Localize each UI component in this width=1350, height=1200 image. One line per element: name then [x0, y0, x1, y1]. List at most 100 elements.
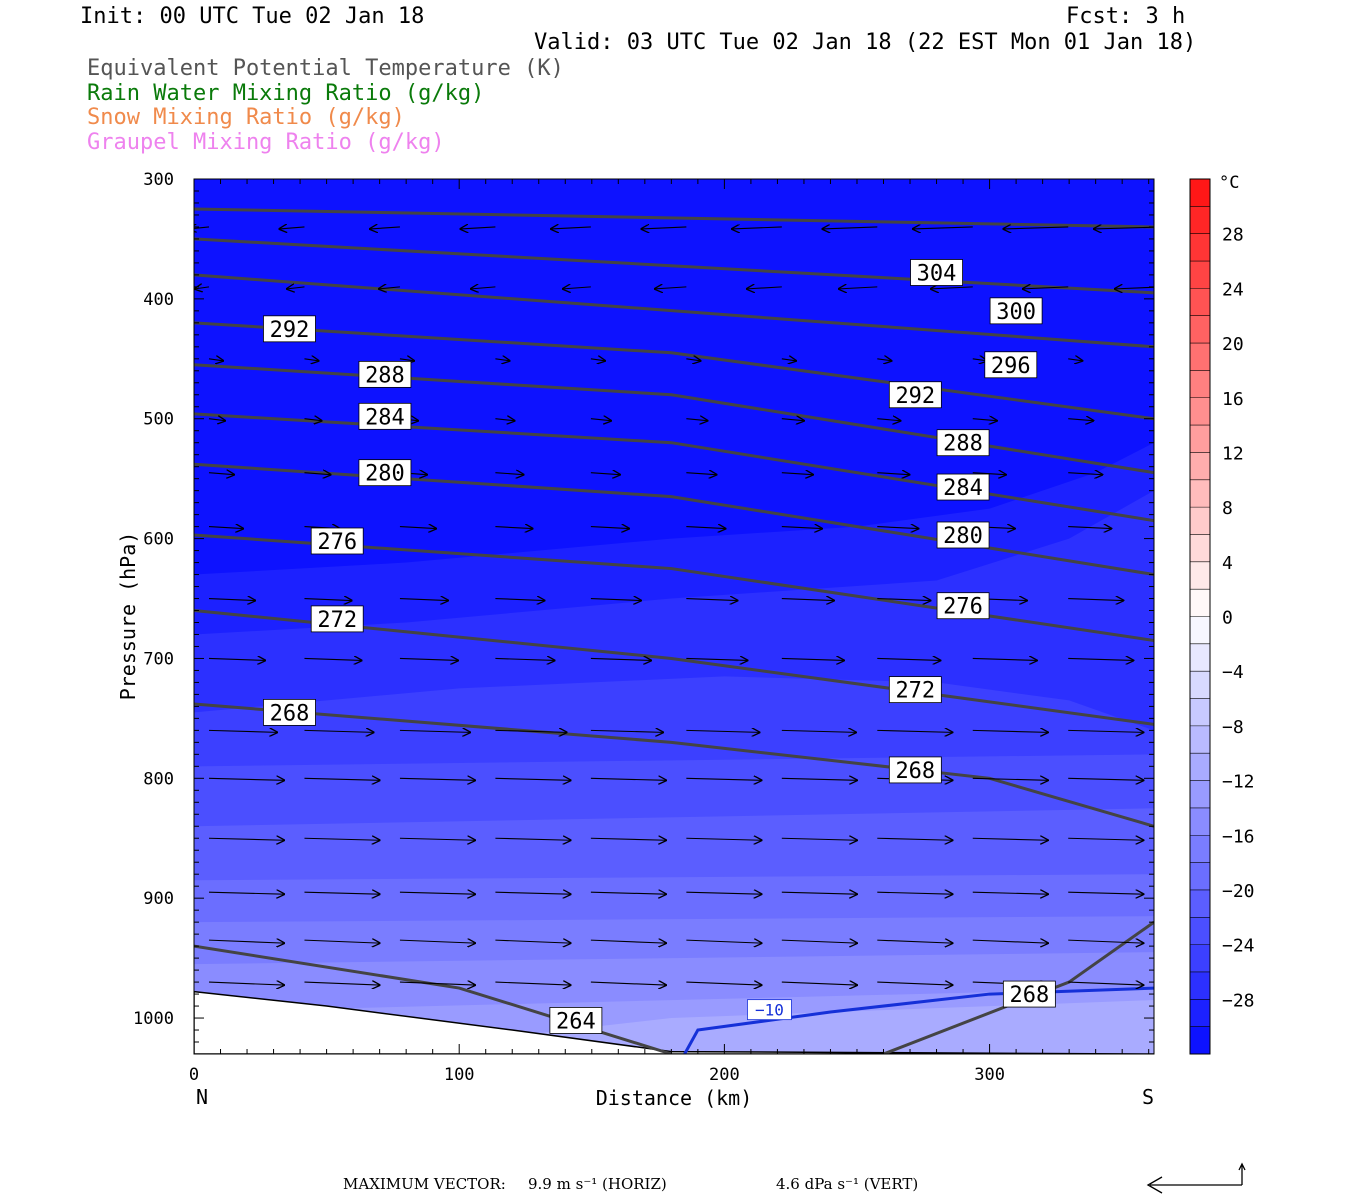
y-tick-label: 1000 — [133, 1009, 174, 1029]
wind-vector — [399, 527, 436, 529]
wind-vector — [781, 419, 804, 421]
colorbar-segment — [1190, 507, 1210, 535]
contour-labels: 304 300 296 292 292 288 288 284 284 280 280 276 276 2… — [263, 259, 1056, 1034]
wind-vector — [1068, 892, 1143, 894]
theta-e-line — [194, 321, 1154, 421]
wind-vector — [208, 730, 277, 732]
colorbar-segment — [1190, 233, 1210, 262]
wind-vector — [370, 227, 400, 229]
wind-vector — [590, 419, 611, 421]
colorbar-segment — [1190, 206, 1210, 235]
wind-vector — [495, 778, 570, 780]
theta-e-label-box — [936, 521, 990, 549]
theta-e-label: 276 — [943, 595, 983, 620]
wind-vector — [590, 473, 620, 475]
wind-vector — [931, 287, 973, 289]
colorbar-segment — [1190, 616, 1210, 645]
colorbar-segment — [1190, 971, 1210, 1000]
theta-e-label: 304 — [917, 261, 957, 286]
y-tick-label: 700 — [143, 649, 174, 669]
colorbar-segment — [1190, 452, 1210, 481]
wind-vector — [686, 359, 700, 361]
wind-vector — [877, 730, 952, 732]
init-time: Init: 00 UTC Tue 02 Jan 18 — [80, 4, 425, 29]
wind-vector — [208, 473, 234, 475]
colorbar-segment — [1190, 944, 1210, 973]
wind-vector — [877, 940, 952, 943]
wind-vector — [304, 473, 330, 475]
max-vector-label: MAXIMUM VECTOR: — [343, 1175, 506, 1193]
wind-vector — [877, 419, 900, 421]
x-tick-label: 200 — [709, 1065, 740, 1085]
wind-vector — [460, 227, 496, 229]
colorbar-segment — [1190, 479, 1210, 508]
wind-vector — [877, 838, 952, 840]
wind-vector — [877, 527, 918, 529]
theta-e-label: 272 — [317, 608, 357, 633]
wind-vector — [781, 940, 857, 943]
wind-vector — [304, 940, 379, 943]
colorbar-tick-label: −12 — [1222, 772, 1255, 793]
wind-vector — [781, 982, 857, 985]
wind-vector — [590, 527, 629, 529]
colorbar-tick-label: 28 — [1222, 225, 1244, 246]
wind-vector — [495, 940, 570, 943]
wind-vector — [551, 227, 591, 229]
wind-vector — [590, 892, 666, 894]
wind-vector — [877, 359, 891, 361]
theta-e-label-box — [936, 473, 990, 501]
wind-vector — [877, 892, 952, 894]
wind-vector — [877, 473, 909, 475]
theta-e-label: 288 — [943, 432, 983, 457]
wind-vector — [208, 658, 265, 660]
x-tick-label: 100 — [444, 1065, 475, 1085]
theta-e-line — [194, 363, 1154, 475]
wind-vector — [495, 730, 566, 732]
colorbar-tick-label: −24 — [1222, 936, 1255, 957]
wind-vector — [781, 838, 857, 840]
colorbar-tick-label: −28 — [1222, 990, 1255, 1011]
wind-vector — [1164, 359, 1178, 361]
theta-e-line — [194, 462, 1154, 577]
colorbar-segment — [1190, 589, 1210, 617]
wind-vector — [972, 838, 1048, 840]
wind-vector — [822, 227, 878, 229]
colorbar-segment — [1190, 698, 1210, 727]
wind-vector — [913, 227, 973, 229]
wind-vector — [399, 599, 448, 601]
wind-vector — [399, 730, 470, 732]
valid-time: Valid: 03 UTC Tue 02 Jan 18 (22 EST Mon … — [534, 30, 1197, 55]
theta-e-label-box — [910, 259, 963, 286]
wind-vector — [399, 940, 475, 943]
theta-e-line — [194, 702, 1154, 828]
theta-e-label-box — [549, 1007, 603, 1034]
y-tick-label: 400 — [143, 290, 174, 310]
wind-vector — [208, 982, 284, 985]
theta-e-line — [194, 273, 1154, 349]
colorbar-segment — [1190, 534, 1210, 563]
wind-vector — [732, 227, 782, 229]
x-tick-label: 300 — [974, 1065, 1005, 1085]
axes: 300 400 500 600 700 800 900 1000 0 100 200 300 N S Dis… — [116, 170, 1154, 1110]
theta-e-label-box — [888, 676, 942, 704]
theta-e-label: 264 — [556, 1009, 596, 1034]
colorbar-segment — [1190, 1026, 1210, 1055]
wind-vector — [287, 287, 305, 289]
wind-vector — [563, 287, 591, 289]
wind-vector — [877, 982, 952, 985]
theta-e-label-box — [358, 402, 412, 430]
wind-vector — [304, 838, 379, 840]
wind-vector — [495, 359, 509, 361]
y-tick-label: 900 — [143, 889, 174, 909]
theta-e-label: 292 — [895, 384, 935, 409]
wind-vector — [590, 940, 666, 943]
temp-band — [194, 1000, 1154, 1054]
wind-vector — [495, 419, 514, 421]
colorbar-segment — [1190, 807, 1210, 836]
wind-vector — [781, 892, 857, 894]
wind-vector — [1164, 419, 1190, 421]
wind-vector — [399, 359, 414, 361]
theta-e-label: 276 — [317, 530, 357, 555]
colorbar-tick-label: −16 — [1222, 826, 1255, 847]
wind-vectors — [194, 227, 1190, 985]
